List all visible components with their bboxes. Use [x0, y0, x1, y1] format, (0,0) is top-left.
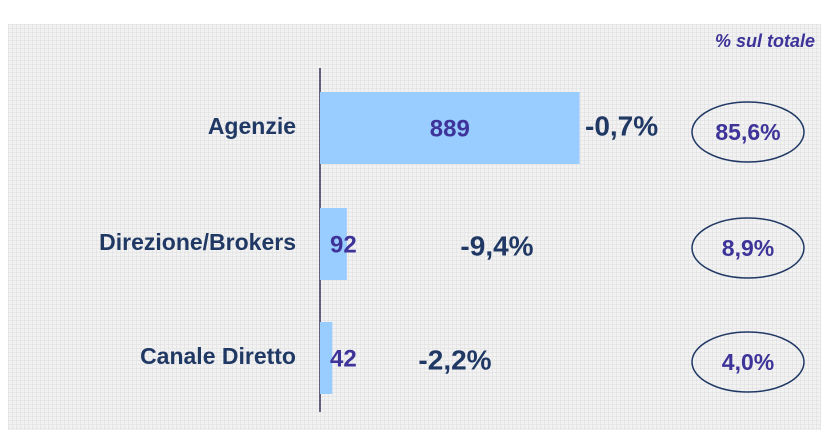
value-label: 42: [330, 345, 357, 372]
plot-background: [8, 24, 821, 430]
change-label: -9,4%: [460, 230, 533, 261]
value-label: 92: [330, 231, 357, 258]
bar: [320, 208, 347, 280]
value-label: 889: [430, 115, 470, 142]
share-ellipse: [691, 217, 805, 279]
share-label: 85,6%: [715, 119, 780, 145]
bar: [320, 92, 580, 164]
share-ellipse: [691, 331, 805, 393]
category-label: Direzione/Brokers: [99, 229, 296, 255]
change-label: -2,2%: [418, 344, 491, 375]
share-ellipse: [691, 101, 805, 163]
share-label: 8,9%: [722, 235, 774, 261]
annotation: % sul totale: [715, 31, 815, 51]
share-label: 4,0%: [722, 349, 774, 375]
category-label: Agenzie: [208, 113, 296, 139]
category-label: Canale Diretto: [140, 343, 296, 369]
bar: [320, 322, 333, 394]
change-label: -0,7%: [585, 110, 658, 141]
